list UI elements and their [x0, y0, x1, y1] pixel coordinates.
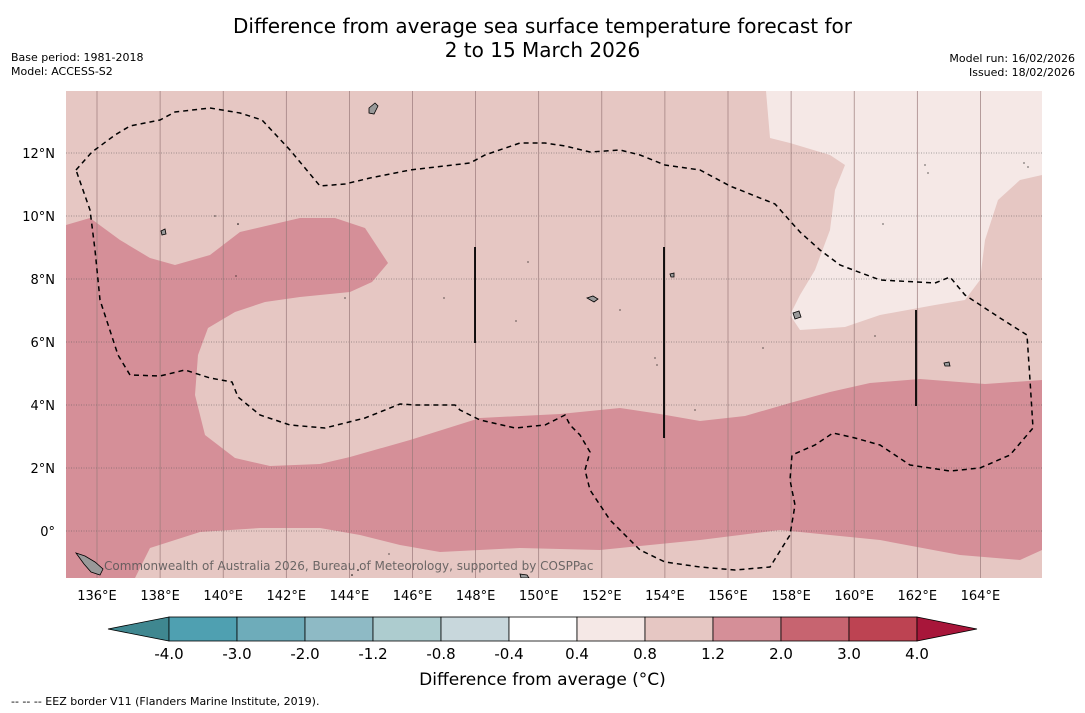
colorbar-under-arrow [107, 616, 170, 642]
colorbar-segment [644, 616, 714, 642]
lon-label: 142°E [267, 589, 307, 604]
credit-text: Commonwealth of Australia 2026, Bureau o… [104, 559, 594, 573]
colorbar-segment [304, 616, 374, 642]
lon-label: 138°E [140, 589, 180, 604]
colorbar [107, 616, 978, 642]
section-lines [474, 247, 917, 438]
meta-right: Model run: 16/02/2026 Issued: 18/02/2026 [949, 52, 1075, 80]
colorbar-tick: 0.4 [565, 645, 589, 663]
lon-label: 150°E [519, 589, 559, 604]
colorbar-segment [168, 616, 238, 642]
graticule [66, 91, 1042, 578]
colorbar-tick: 4.0 [905, 645, 929, 663]
colorbar-segment [576, 616, 646, 642]
colorbar-segment [372, 616, 442, 642]
colorbar-tick: -1.2 [358, 645, 387, 663]
title-line-2: 2 to 15 March 2026 [444, 38, 641, 62]
colorbar-tick: 1.2 [701, 645, 725, 663]
colorbar-tick: 3.0 [837, 645, 861, 663]
base-period: Base period: 1981-2018 [11, 51, 144, 64]
lon-label: 156°E [708, 589, 748, 604]
lon-label: 140°E [203, 589, 243, 604]
colorbar-segment [508, 616, 578, 642]
meta-left: Base period: 1981-2018 Model: ACCESS-S2 [11, 51, 143, 79]
lat-label: 4°N [31, 399, 56, 414]
colorbar-over-arrow [916, 616, 978, 642]
colorbar-tick: -4.0 [154, 645, 183, 663]
lat-label: 10°N [22, 210, 55, 225]
colorbar-segment [848, 616, 918, 642]
colorbar-tick: -2.0 [290, 645, 319, 663]
islands [74, 102, 1029, 578]
lon-label: 146°E [393, 589, 433, 604]
lon-label: 152°E [582, 589, 622, 604]
colorbar-label: Difference from average (°C) [419, 670, 666, 690]
anomaly-band-1.2-2.0 [66, 218, 1042, 578]
colorbar-tick-labels: -4.0 -3.0 -2.0 -1.2 -0.8 -0.4 0.4 0.8 1.2 2.0 3.0 4… [154, 645, 929, 663]
title-line-1: Difference from average sea surface temp… [232, 14, 852, 38]
lat-label: 6°N [31, 336, 56, 351]
model-run: Model run: 16/02/2026 [949, 52, 1075, 65]
lon-label: 136°E [77, 589, 117, 604]
lon-label: 154°E [645, 589, 685, 604]
colorbar-segment [780, 616, 850, 642]
colorbar-tick: 2.0 [769, 645, 793, 663]
colorbar-segment [440, 616, 510, 642]
lon-label: 164°E [961, 589, 1001, 604]
longitude-labels: 136°E 138°E 140°E 142°E 144°E 146°E 148°E 150°E… [77, 589, 1000, 604]
chart-title: Difference from average sea surface temp… [0, 14, 1085, 62]
colorbar-segment [236, 616, 306, 642]
lat-label: 0° [40, 525, 55, 540]
colorbar-segment [712, 616, 782, 642]
eez-border [75, 107, 1034, 571]
lon-label: 160°E [834, 589, 874, 604]
lat-label: 12°N [22, 147, 55, 162]
lon-label: 148°E [456, 589, 496, 604]
eez-footnote: -- -- -- EEZ border V11 (Flanders Marine… [11, 695, 320, 708]
colorbar-tick: 0.8 [633, 645, 657, 663]
colorbar-tick: -3.0 [222, 645, 251, 663]
lat-label: 8°N [31, 273, 56, 288]
lon-label: 158°E [771, 589, 811, 604]
colorbar-tick: -0.8 [426, 645, 455, 663]
lon-label: 144°E [330, 589, 370, 604]
latitude-labels: 12°N 10°N 8°N 6°N 4°N 2°N 0° [22, 147, 55, 540]
issued-date: Issued: 18/02/2026 [968, 66, 1075, 79]
lat-label: 2°N [31, 462, 56, 477]
model-name: Model: ACCESS-S2 [11, 65, 113, 78]
colorbar-tick: -0.4 [494, 645, 523, 663]
lon-label: 162°E [898, 589, 938, 604]
anomaly-band-0.4-0.8 [766, 91, 1042, 330]
